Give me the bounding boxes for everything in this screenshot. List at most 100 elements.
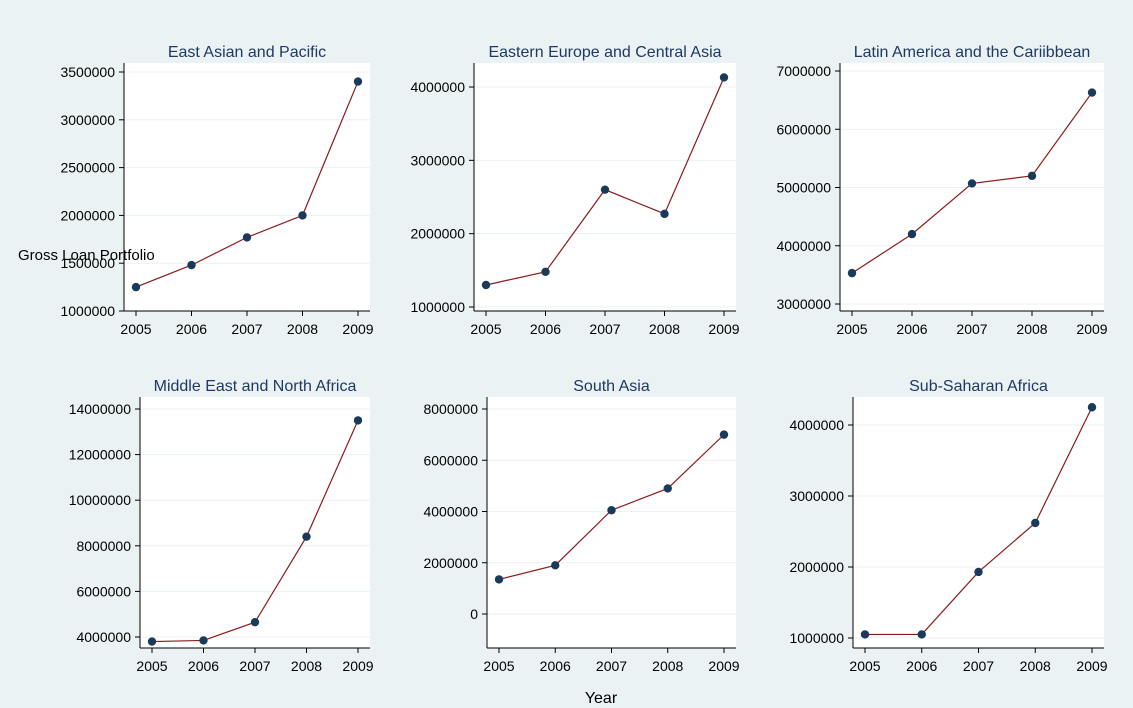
y-tick-label: 1000000 [60, 303, 115, 319]
x-tick-label: 2009 [1076, 658, 1107, 674]
y-tick-label: 3000000 [789, 488, 844, 504]
x-tick-label: 2005 [470, 321, 501, 337]
x-tick-label: 2005 [120, 321, 151, 337]
data-point [1087, 88, 1097, 97]
x-tick-label: 2006 [530, 321, 561, 337]
panel-3: 3000000 4000000 5000000 6000000 7000000 2005 2… [776, 44, 1107, 337]
panel-6: 1000000 2000000 3000000 4000000 2005 2006 2007… [789, 378, 1107, 674]
x-tick-label: 2008 [291, 658, 322, 674]
panel-title: Middle East and North Africa [154, 378, 357, 395]
y-tick-label: 3000000 [410, 152, 465, 168]
y-tick-label: 6000000 [423, 452, 478, 468]
y-tick-label: 14000000 [69, 401, 132, 417]
data-point [541, 267, 550, 276]
plot-area [140, 397, 370, 648]
x-tick-label: 2008 [1020, 658, 1051, 674]
data-point [199, 636, 208, 645]
x-tick-label: 2006 [176, 321, 207, 337]
x-tick-label: 2005 [483, 658, 514, 674]
data-point [660, 209, 669, 219]
x-tick-label: 2009 [708, 658, 739, 674]
x-tick-label: 2007 [963, 658, 994, 674]
plot-area [487, 397, 736, 648]
x-tick-label: 2006 [188, 658, 219, 674]
y-tick-label: 6000000 [76, 583, 131, 599]
y-tick-label: 4000000 [776, 238, 831, 254]
y-tick-label: 0 [470, 606, 478, 622]
data-point [847, 268, 857, 278]
y-axis-label: Gross Loan Portfolio [18, 247, 155, 264]
y-tick-label: 3500000 [60, 64, 115, 80]
panel-2: 1000000 2000000 3000000 4000000 2005 2006 2007… [410, 44, 739, 337]
data-point [1031, 518, 1040, 528]
y-tick-label: 1000000 [410, 299, 465, 315]
y-tick-label: 4000000 [410, 79, 465, 95]
x-tick-label: 2007 [596, 658, 627, 674]
y-tick-label: 2000000 [60, 207, 115, 223]
data-point [494, 575, 504, 584]
data-point [147, 637, 157, 646]
data-point [242, 233, 252, 242]
panel-5: 0 2000000 4000000 6000000 8000000 2005 2006 200… [423, 378, 739, 674]
plot-area [124, 63, 370, 311]
y-tick-label: 2000000 [410, 226, 465, 242]
x-axis-label: Year [585, 690, 618, 707]
data-point [481, 280, 491, 290]
data-point [551, 561, 560, 570]
y-tick-label: 4000000 [76, 629, 131, 645]
x-tick-label: 2006 [540, 658, 571, 674]
data-point [860, 630, 870, 639]
y-tick-label: 10000000 [69, 492, 132, 508]
y-tick-label: 2500000 [60, 160, 115, 176]
x-tick-label: 2008 [287, 321, 318, 337]
x-tick-label: 2009 [342, 321, 373, 337]
y-tick-label: 3000000 [60, 112, 115, 128]
data-point [353, 77, 363, 86]
y-tick-label: 8000000 [76, 538, 131, 554]
data-point [131, 282, 141, 292]
x-tick-label: 2007 [589, 321, 620, 337]
data-point [600, 185, 610, 194]
panels-group: 1000000 1500000 2000000 2500000 3000000 35000… [60, 44, 1107, 674]
y-tick-label: 2000000 [423, 555, 478, 571]
x-tick-label: 2006 [906, 658, 937, 674]
y-tick-label: 1500000 [60, 255, 115, 271]
data-point [302, 532, 311, 541]
data-point [917, 630, 926, 639]
x-tick-label: 2009 [708, 321, 739, 337]
y-tick-label: 8000000 [423, 401, 478, 417]
y-tick-label: 12000000 [69, 447, 132, 463]
y-tick-label: 7000000 [776, 63, 831, 79]
y-tick-label: 6000000 [776, 121, 831, 137]
y-tick-label: 2000000 [789, 559, 844, 575]
y-tick-label: 4000000 [423, 504, 478, 520]
data-point [907, 229, 917, 239]
x-tick-label: 2006 [896, 321, 927, 337]
y-tick-label: 3000000 [776, 296, 831, 312]
data-point [974, 567, 983, 577]
panel-title: Sub-Saharan Africa [909, 378, 1048, 395]
panel-title: South Asia [573, 378, 650, 395]
x-tick-label: 2008 [1016, 321, 1047, 337]
panel-title: Latin America and the Cariibbean [854, 44, 1091, 61]
panel-title: Eastern Europe and Central Asia [488, 44, 721, 61]
panel-title: East Asian and Pacific [168, 44, 326, 61]
data-point [663, 484, 672, 493]
plot-area [853, 397, 1104, 648]
data-point [353, 416, 363, 425]
data-point [719, 73, 729, 82]
data-point [1087, 403, 1097, 412]
x-tick-label: 2007 [239, 658, 270, 674]
x-tick-label: 2007 [956, 321, 987, 337]
x-tick-label: 2005 [136, 658, 167, 674]
panel-1: 1000000 1500000 2000000 2500000 3000000 35000… [60, 44, 373, 337]
data-point [187, 260, 196, 270]
panel-4: 4000000 6000000 8000000 10000000 12000000 140… [69, 378, 374, 674]
x-tick-label: 2009 [1076, 321, 1107, 337]
y-tick-label: 4000000 [789, 417, 844, 433]
data-point [250, 617, 260, 627]
data-point [1027, 171, 1037, 181]
y-tick-label: 1000000 [789, 630, 844, 646]
x-tick-label: 2008 [649, 321, 680, 337]
